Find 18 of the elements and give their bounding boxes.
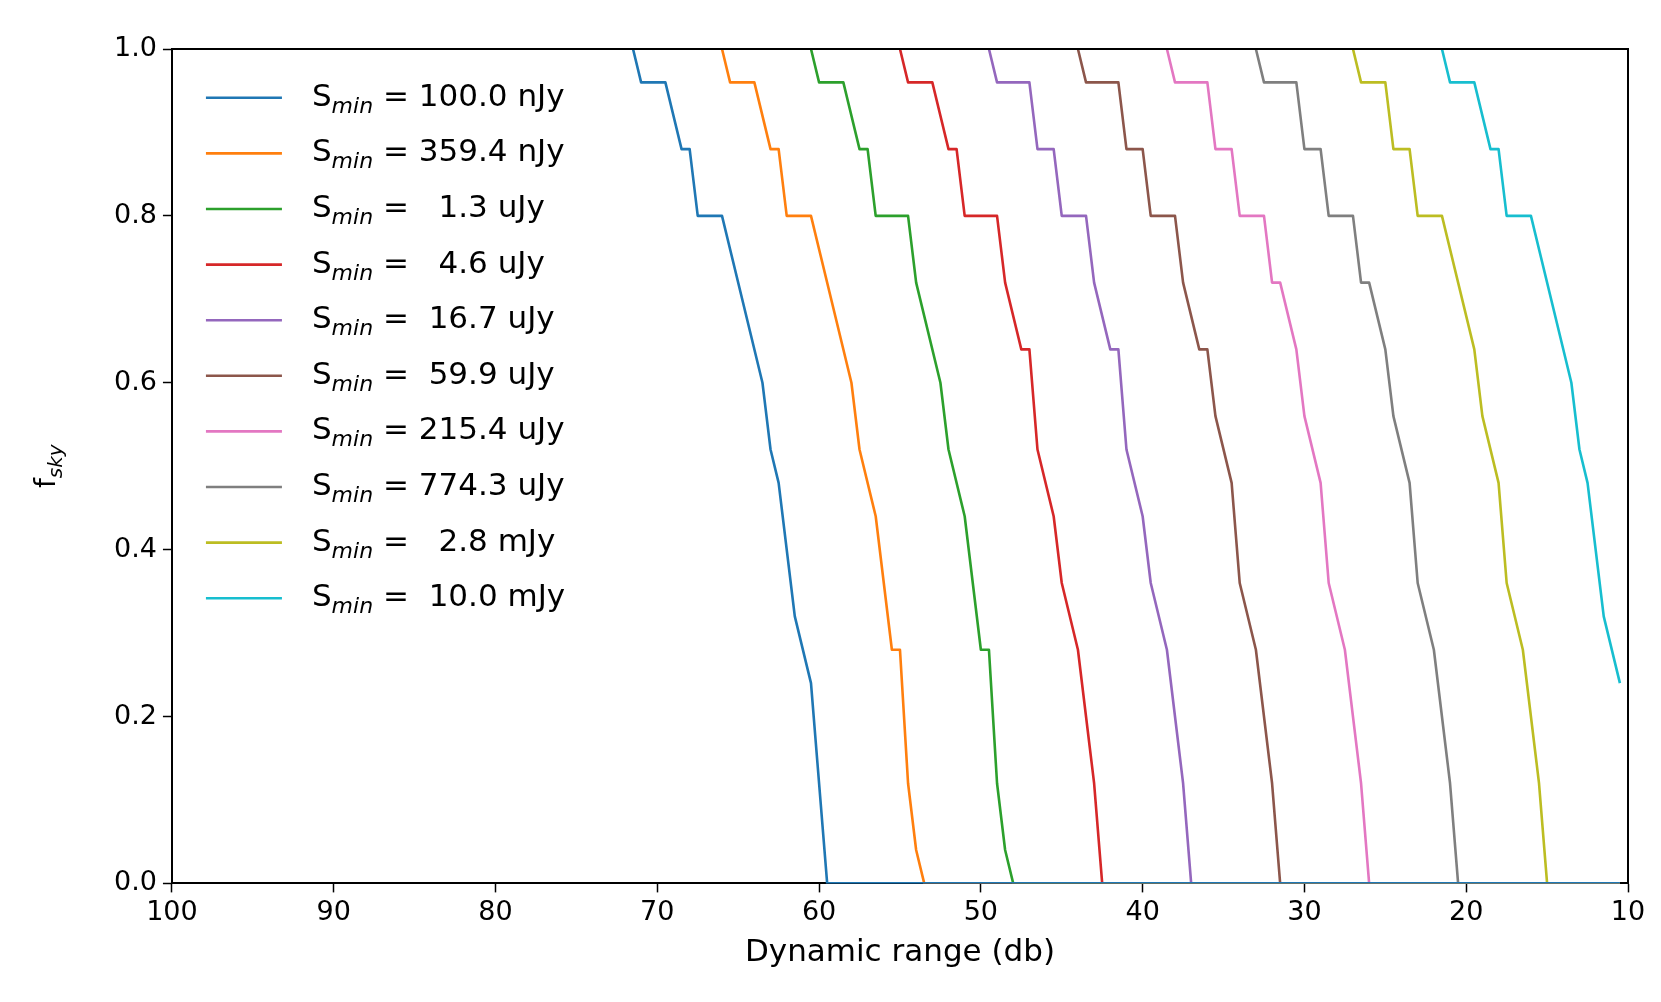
y-tick-label: 0.8 bbox=[113, 197, 157, 229]
y-tick-label: 0.0 bbox=[113, 865, 157, 897]
y-tick-label: 1.0 bbox=[113, 31, 157, 63]
y-axis-title: fsky bbox=[29, 443, 67, 489]
x-tick-label: 90 bbox=[316, 894, 351, 926]
y-tick-label: 0.4 bbox=[113, 531, 157, 563]
y-tick-label: 0.6 bbox=[113, 364, 157, 396]
x-axis-title: Dynamic range (db) bbox=[744, 932, 1056, 969]
y-tick-label: 0.2 bbox=[113, 698, 157, 730]
x-tick-label: 100 bbox=[146, 894, 198, 926]
x-tick-label: 20 bbox=[1449, 894, 1484, 926]
x-tick-label: 70 bbox=[640, 894, 675, 926]
x-tick-label: 10 bbox=[1610, 894, 1646, 926]
x-tick-label: 40 bbox=[1125, 894, 1160, 926]
x-tick-label: 30 bbox=[1287, 894, 1322, 926]
x-tick-label: 60 bbox=[801, 894, 837, 926]
x-tick-label: 50 bbox=[963, 894, 999, 926]
x-tick-label: 80 bbox=[478, 894, 513, 926]
